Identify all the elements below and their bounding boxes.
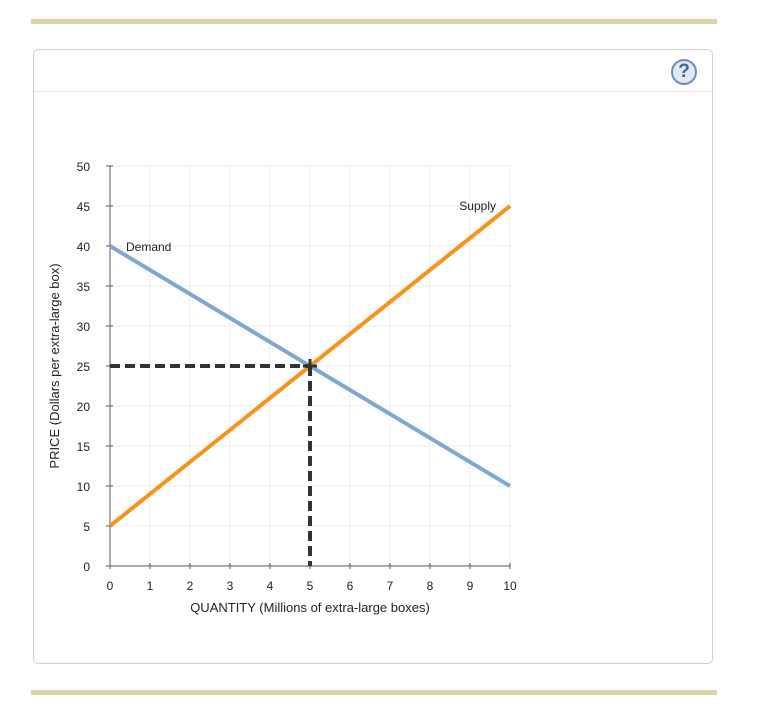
panel-header-divider	[34, 91, 712, 92]
y-tick-label: 50	[77, 160, 91, 174]
x-tick-label: 3	[227, 579, 234, 593]
help-button[interactable]: ?	[671, 59, 697, 85]
y-tick-label: 15	[77, 440, 91, 454]
x-tick-label: 0	[107, 579, 114, 593]
x-tick-label: 2	[187, 579, 194, 593]
x-tick-label: 1	[147, 579, 154, 593]
y-tick-label: 5	[83, 520, 90, 534]
y-tick-label: 10	[77, 480, 91, 494]
x-tick-label: 5	[307, 579, 314, 593]
graph-panel: ?	[33, 49, 713, 664]
x-tick-label: 7	[387, 579, 394, 593]
x-tick-label: 4	[267, 579, 274, 593]
y-axis-label: PRICE (Dollars per extra-large box)	[47, 263, 62, 468]
y-tick-label: 0	[83, 560, 90, 574]
x-tick-label: 8	[427, 579, 434, 593]
y-tick-label: 30	[77, 320, 91, 334]
x-tick-label: 10	[503, 579, 517, 593]
supply-label: Supply	[459, 199, 496, 213]
x-tick-label: 9	[467, 579, 474, 593]
x-tick-label: 6	[347, 579, 354, 593]
bottom-divider	[31, 690, 717, 695]
y-tick-label: 35	[77, 280, 91, 294]
y-tick-label: 45	[77, 200, 91, 214]
y-tick-label: 20	[77, 400, 91, 414]
y-tick-label: 40	[77, 240, 91, 254]
equilibrium-point-cross	[303, 359, 317, 373]
top-divider	[31, 19, 717, 24]
demand-label: Demand	[126, 240, 171, 254]
x-axis-label: QUANTITY (Millions of extra-large boxes)	[190, 600, 430, 615]
y-tick-label: 25	[77, 360, 91, 374]
